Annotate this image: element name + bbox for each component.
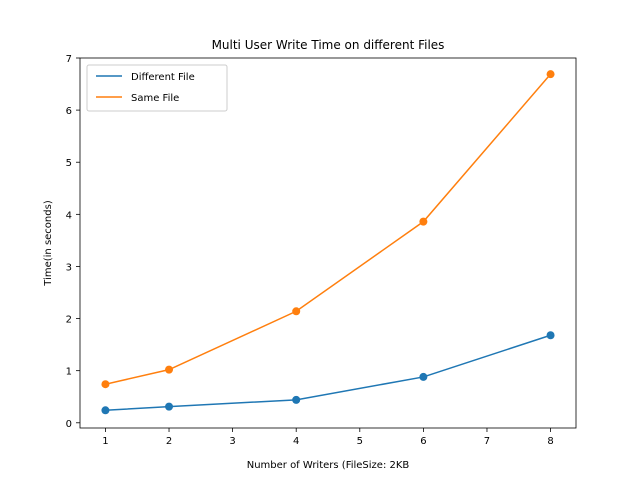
data-point [546, 70, 555, 79]
x-tick-label: 7 [484, 436, 490, 447]
x-tick-label: 3 [229, 436, 235, 447]
y-tick-label: 0 [66, 419, 72, 430]
legend-label-different-file: Different File [131, 72, 195, 83]
y-tick-label: 3 [66, 262, 72, 273]
legend: Different File Same File [86, 64, 228, 112]
data-point [101, 406, 110, 415]
y-tick-label: 4 [66, 210, 72, 221]
y-tick-label: 2 [66, 315, 72, 326]
x-tick-label: 5 [357, 436, 363, 447]
data-point [419, 372, 428, 381]
data-point [419, 217, 428, 226]
y-tick-label: 1 [66, 367, 72, 378]
x-tick-label: 6 [420, 436, 426, 447]
y-tick-label: 7 [66, 54, 72, 65]
legend-label-same-file: Same File [131, 93, 179, 104]
x-tick-label: 4 [293, 436, 299, 447]
data-point [292, 307, 301, 316]
x-tick-label: 2 [166, 436, 172, 447]
data-point [546, 331, 555, 340]
chart-title: Multi User Write Time on different Files [212, 38, 445, 52]
plot-frame [79, 57, 577, 429]
plot-area [80, 58, 576, 428]
x-tick-label: 8 [547, 436, 553, 447]
y-tick-label: 5 [66, 158, 72, 169]
data-point [165, 365, 174, 374]
series-layer [101, 70, 555, 415]
data-point [165, 402, 174, 411]
data-point [101, 380, 110, 389]
data-point [292, 395, 301, 404]
x-tick-label: 1 [102, 436, 108, 447]
y-axis-label: Time(in seconds) [43, 200, 54, 287]
y-tick-label: 6 [66, 106, 72, 117]
x-axis-label: Number of Writers (FileSize: 2KB [247, 460, 410, 471]
axis-ticks: 1 2 3 4 5 6 7 8 0 1 2 3 4 5 6 7 [66, 54, 554, 447]
